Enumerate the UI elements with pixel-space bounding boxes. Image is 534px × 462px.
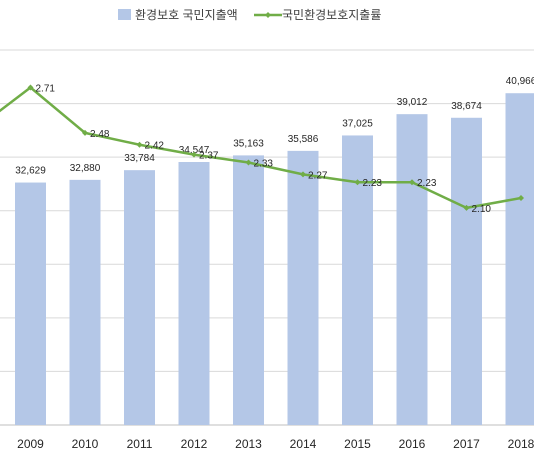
bar: [451, 117, 482, 426]
legend-label-bar: 환경보호 국민지출액: [135, 8, 238, 22]
rate-marker: [409, 179, 415, 186]
bar: [15, 182, 46, 425]
legend-swatch-bar: [118, 9, 131, 20]
x-tick-label: 2010: [72, 437, 99, 451]
x-tick-label: 2011: [127, 437, 153, 451]
bar: [287, 150, 319, 425]
rate-value-label: 2.10: [472, 204, 492, 215]
bar-value-label: 32,629: [15, 166, 46, 177]
rate-marker: [300, 171, 306, 178]
rate-marker: [518, 195, 524, 202]
rate-marker: [354, 179, 361, 186]
x-axis: 2009 2010 2011 2012 2013 2014 2015 2016 2017 2018: [17, 437, 534, 451]
bar-value-label: 33,784: [124, 153, 155, 164]
bar: [233, 155, 264, 425]
bar-value-label: 35,586: [288, 134, 319, 145]
rate-value-label: 2.48: [90, 129, 110, 140]
bar: [396, 114, 428, 426]
x-tick-label: 2009: [17, 437, 44, 451]
bar-value-label: 39,012: [397, 97, 428, 108]
rate-marker: [82, 129, 88, 136]
line-data-labels: 2.71 2.48 2.42 2.37 2.33 2.27 2.23 2.23 2.10: [36, 84, 492, 215]
rate-value-label: 2.33: [254, 159, 274, 170]
bar: [69, 179, 101, 425]
bar-value-label: 37,025: [342, 118, 373, 129]
bar-value-label: 40,966: [506, 76, 534, 87]
x-tick-label: 2014: [290, 437, 317, 451]
bar-value-label: 34,547: [179, 145, 210, 156]
x-tick-label: 2017: [453, 437, 480, 451]
rate-marker: [27, 84, 34, 91]
line-series: [0, 84, 524, 211]
legend: 환경보호 국민지출액 국민환경보호지출률: [118, 8, 381, 22]
bar-data-labels: 32,629 32,880 33,784 34,547 35,163 35,586 37,0…: [15, 76, 534, 176]
bar-series: [15, 93, 534, 426]
bar-value-label: 32,880: [70, 163, 101, 174]
bar: [178, 161, 210, 425]
bar-value-label: 35,163: [233, 138, 264, 149]
bar: [505, 93, 534, 425]
x-tick-label: 2015: [344, 437, 371, 451]
rate-value-label: 2.27: [308, 170, 328, 181]
x-tick-label: 2016: [399, 437, 426, 451]
rate-value-label: 2.23: [417, 178, 437, 189]
bar-value-label: 38,674: [451, 101, 482, 112]
x-tick-label: 2018: [508, 437, 534, 451]
rate-marker: [191, 151, 197, 158]
rate-value-label: 2.23: [363, 178, 383, 189]
rate-marker: [136, 141, 143, 148]
rate-marker: [463, 204, 470, 211]
legend-label-line: 국민환경보호지출률: [282, 8, 381, 22]
x-tick-label: 2013: [235, 437, 262, 451]
bar: [124, 170, 155, 425]
rate-value-label: 2.42: [145, 141, 165, 152]
legend-swatch-marker: [265, 12, 271, 18]
rate-marker: [245, 159, 252, 166]
rate-value-label: 2.71: [36, 84, 56, 95]
x-tick-label: 2012: [181, 437, 208, 451]
rate-value-label: 2.37: [199, 151, 219, 162]
